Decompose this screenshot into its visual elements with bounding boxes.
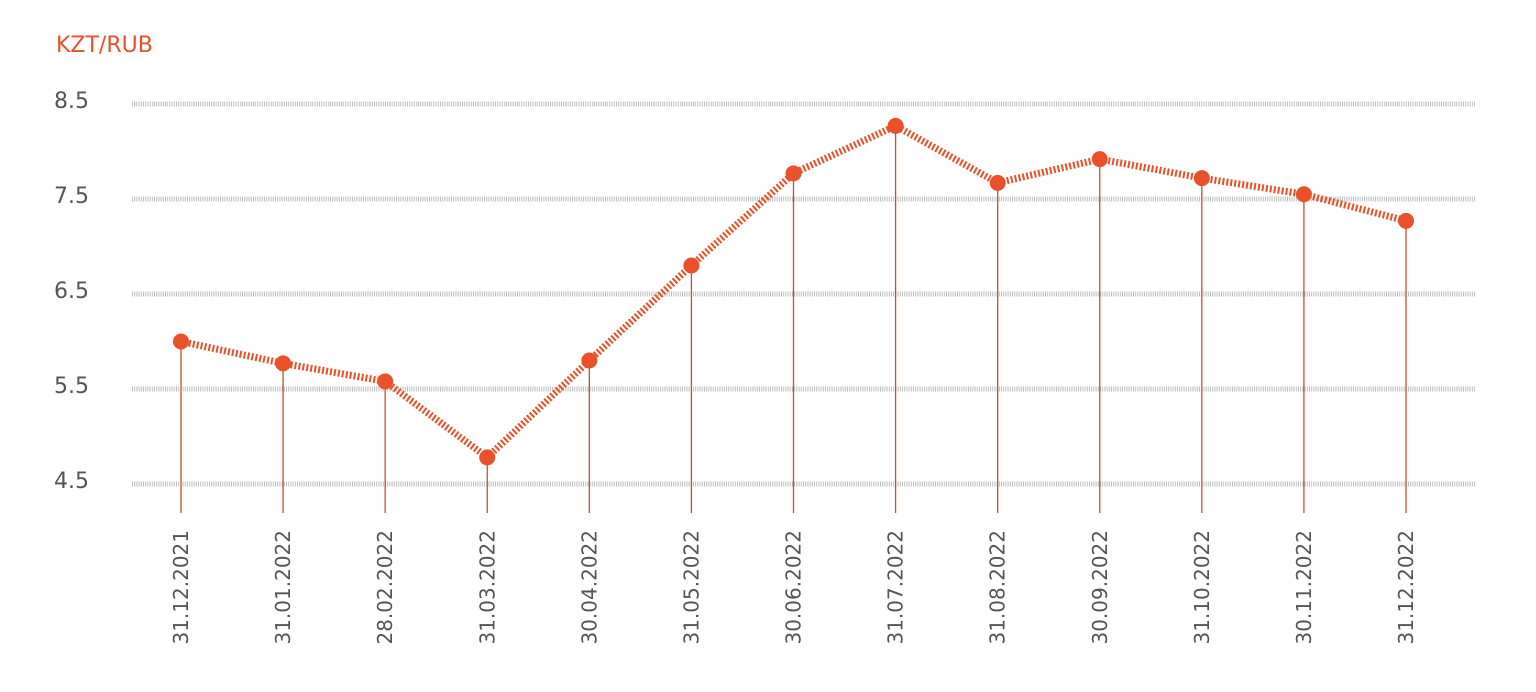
drop-lines — [180, 125, 1407, 513]
data-point — [683, 257, 700, 274]
x-tick-label: 31.05.2022 — [679, 530, 703, 645]
data-point — [173, 333, 189, 350]
data-point — [1091, 151, 1108, 168]
data-point — [1295, 186, 1312, 203]
x-tick-label: 31.03.2022 — [475, 530, 499, 645]
data-point — [989, 174, 1006, 191]
x-tick-label: 31.12.2022 — [1394, 530, 1418, 645]
data-point — [275, 355, 292, 372]
y-tick-label: 8.5 — [54, 89, 89, 114]
y-tick-label: 4.5 — [54, 469, 89, 494]
x-tick-label: 31.08.2022 — [986, 530, 1010, 645]
unit-label: KZT/RUB — [56, 33, 153, 58]
x-tick-label: 30.11.2022 — [1292, 530, 1316, 645]
grid-lines — [132, 101, 1475, 487]
data-point — [785, 165, 802, 182]
data-points — [173, 117, 1414, 466]
data-point — [581, 352, 598, 369]
x-tick-label: 30.06.2022 — [782, 530, 806, 645]
y-tick-label: 5.5 — [54, 374, 89, 399]
y-tick-label: 7.5 — [54, 184, 89, 209]
y-tick-label: 6.5 — [54, 279, 89, 304]
data-point — [377, 373, 394, 390]
x-tick-label: 31.10.2022 — [1190, 530, 1214, 645]
data-point — [887, 117, 904, 134]
x-tick-label: 31.12.2021 — [169, 530, 193, 645]
x-tick-label: 31.07.2022 — [884, 530, 908, 645]
data-point — [1398, 212, 1414, 229]
data-point — [1193, 170, 1210, 187]
y-axis-ticks: 8.5 7.5 6.5 5.5 4.5 — [54, 89, 89, 494]
data-point — [479, 449, 496, 466]
x-axis-ticks: 31.12.2021 31.01.2022 28.02.2022 31.03.2022… — [169, 530, 1418, 645]
x-tick-label: 28.02.2022 — [373, 530, 397, 645]
x-tick-label: 31.01.2022 — [271, 530, 295, 645]
x-tick-label: 30.09.2022 — [1088, 530, 1112, 645]
x-tick-label: 30.04.2022 — [577, 530, 601, 645]
